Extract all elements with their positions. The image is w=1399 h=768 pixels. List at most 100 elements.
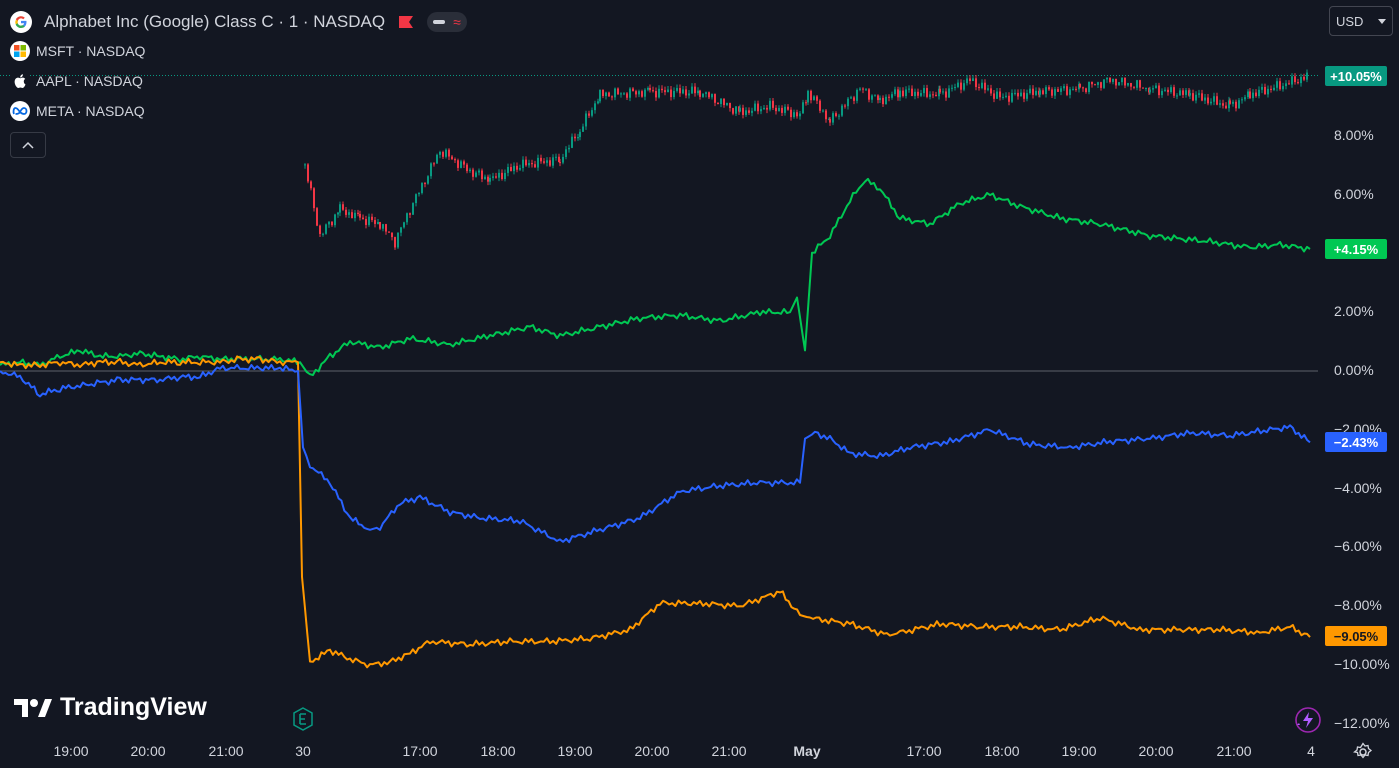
- candle-body: [841, 105, 843, 116]
- price-tag-msft: +4.15%: [1325, 239, 1387, 259]
- candle-body: [1026, 93, 1028, 99]
- candle-body: [1176, 95, 1178, 97]
- candle-body: [540, 157, 542, 162]
- candle-body: [1032, 88, 1034, 95]
- flag-icon[interactable]: [399, 16, 414, 28]
- candle-body: [1161, 90, 1163, 96]
- candle-body: [359, 213, 361, 218]
- candle-body: [1249, 91, 1251, 99]
- candle-body: [565, 149, 567, 157]
- microsoft-logo-icon: [10, 41, 30, 61]
- candle-body: [723, 98, 725, 106]
- candle-body: [568, 147, 570, 150]
- candle-body: [1048, 87, 1050, 90]
- candle-body: [790, 109, 792, 118]
- candle-body: [778, 107, 780, 112]
- candle-body: [1225, 105, 1227, 109]
- wave-icon: ≈: [453, 14, 461, 30]
- candle-body: [357, 212, 359, 214]
- candle-body: [394, 237, 396, 248]
- candle-body: [385, 224, 387, 232]
- candle-body: [478, 170, 480, 173]
- candle-body: [1097, 82, 1099, 85]
- currency-select[interactable]: USD: [1329, 6, 1393, 36]
- candle-body: [929, 94, 931, 97]
- candle-body: [1106, 77, 1108, 80]
- x-axis-tick: 17:00: [906, 743, 942, 759]
- candle-body: [862, 88, 864, 90]
- tradingview-logo[interactable]: TradingView: [14, 693, 207, 722]
- candle-body: [1133, 86, 1135, 88]
- candle-body: [388, 231, 390, 233]
- candle-body: [685, 89, 687, 96]
- legend-compare-label: META · NASDAQ: [36, 103, 145, 119]
- candle-body: [334, 214, 336, 226]
- y-axis-tick: −10.00%: [1334, 656, 1390, 672]
- candle-body: [304, 164, 306, 166]
- candle-body: [546, 160, 548, 163]
- candle-body: [702, 93, 704, 97]
- candle-body: [763, 107, 765, 110]
- candle-body: [888, 96, 890, 98]
- candle-body: [850, 97, 852, 99]
- candle-body: [1103, 79, 1105, 88]
- legend-compare-msft[interactable]: MSFT · NASDAQ: [10, 36, 467, 66]
- candle-body: [877, 95, 879, 101]
- legend-compare-aapl[interactable]: AAPL · NASDAQ: [10, 66, 467, 96]
- candle-body: [932, 94, 934, 96]
- candle-body: [688, 93, 690, 96]
- candle-body: [345, 209, 347, 215]
- y-axis-tick: 8.00%: [1334, 127, 1374, 143]
- candle-body: [617, 88, 619, 95]
- candle-body: [717, 102, 719, 105]
- candle-body: [882, 97, 884, 105]
- candle-body: [1201, 93, 1203, 101]
- candle-body: [822, 110, 824, 112]
- y-axis-tick: 0.00%: [1334, 362, 1374, 378]
- candle-body: [699, 90, 701, 97]
- candle-body: [757, 103, 759, 112]
- candle-body: [1085, 88, 1087, 93]
- candle-body: [649, 87, 651, 91]
- tradingview-wordmark: TradingView: [60, 693, 207, 721]
- candle-body: [945, 91, 947, 98]
- candle-body: [942, 91, 944, 93]
- candle-body: [638, 91, 640, 95]
- chevron-down-icon: [1378, 18, 1386, 24]
- x-axis-tick: 21:00: [208, 743, 244, 759]
- candle-body: [694, 86, 696, 94]
- candle-body: [391, 232, 393, 238]
- lightning-icon[interactable]: [1293, 705, 1323, 735]
- y-axis-tick: −12.00%: [1334, 715, 1390, 731]
- candle-body: [754, 103, 756, 111]
- earnings-icon[interactable]: [292, 707, 314, 731]
- candle-body: [705, 92, 707, 94]
- candle-body: [810, 90, 812, 101]
- settings-icon[interactable]: [1353, 742, 1373, 762]
- candle-body: [1213, 96, 1215, 102]
- x-axis-tick: 21:00: [1216, 743, 1252, 759]
- legend-compare-meta[interactable]: META · NASDAQ: [10, 96, 467, 126]
- candle-body: [1112, 78, 1114, 82]
- candle-body: [1164, 89, 1166, 91]
- collapse-legend-button[interactable]: [10, 132, 46, 158]
- candle-body: [847, 98, 849, 107]
- x-axis-tick: 18:00: [480, 743, 516, 759]
- candle-body: [914, 91, 916, 97]
- candle-body: [1273, 87, 1275, 90]
- candle-body: [760, 109, 762, 112]
- visibility-toggle[interactable]: ≈: [427, 12, 467, 32]
- candle-body: [1167, 89, 1169, 93]
- candle-body: [720, 98, 722, 105]
- legend-main-symbol[interactable]: Alphabet Inc (Google) Class C · 1 · NASD…: [10, 8, 467, 36]
- candle-body: [1258, 89, 1260, 97]
- apple-logo-icon: [10, 71, 30, 91]
- candle-body: [623, 93, 625, 95]
- candle-body: [365, 219, 367, 225]
- candle-body: [1039, 90, 1041, 95]
- candle-body: [655, 91, 657, 98]
- candle-body: [784, 106, 786, 113]
- candle-body: [492, 176, 494, 178]
- candle-body: [819, 100, 821, 111]
